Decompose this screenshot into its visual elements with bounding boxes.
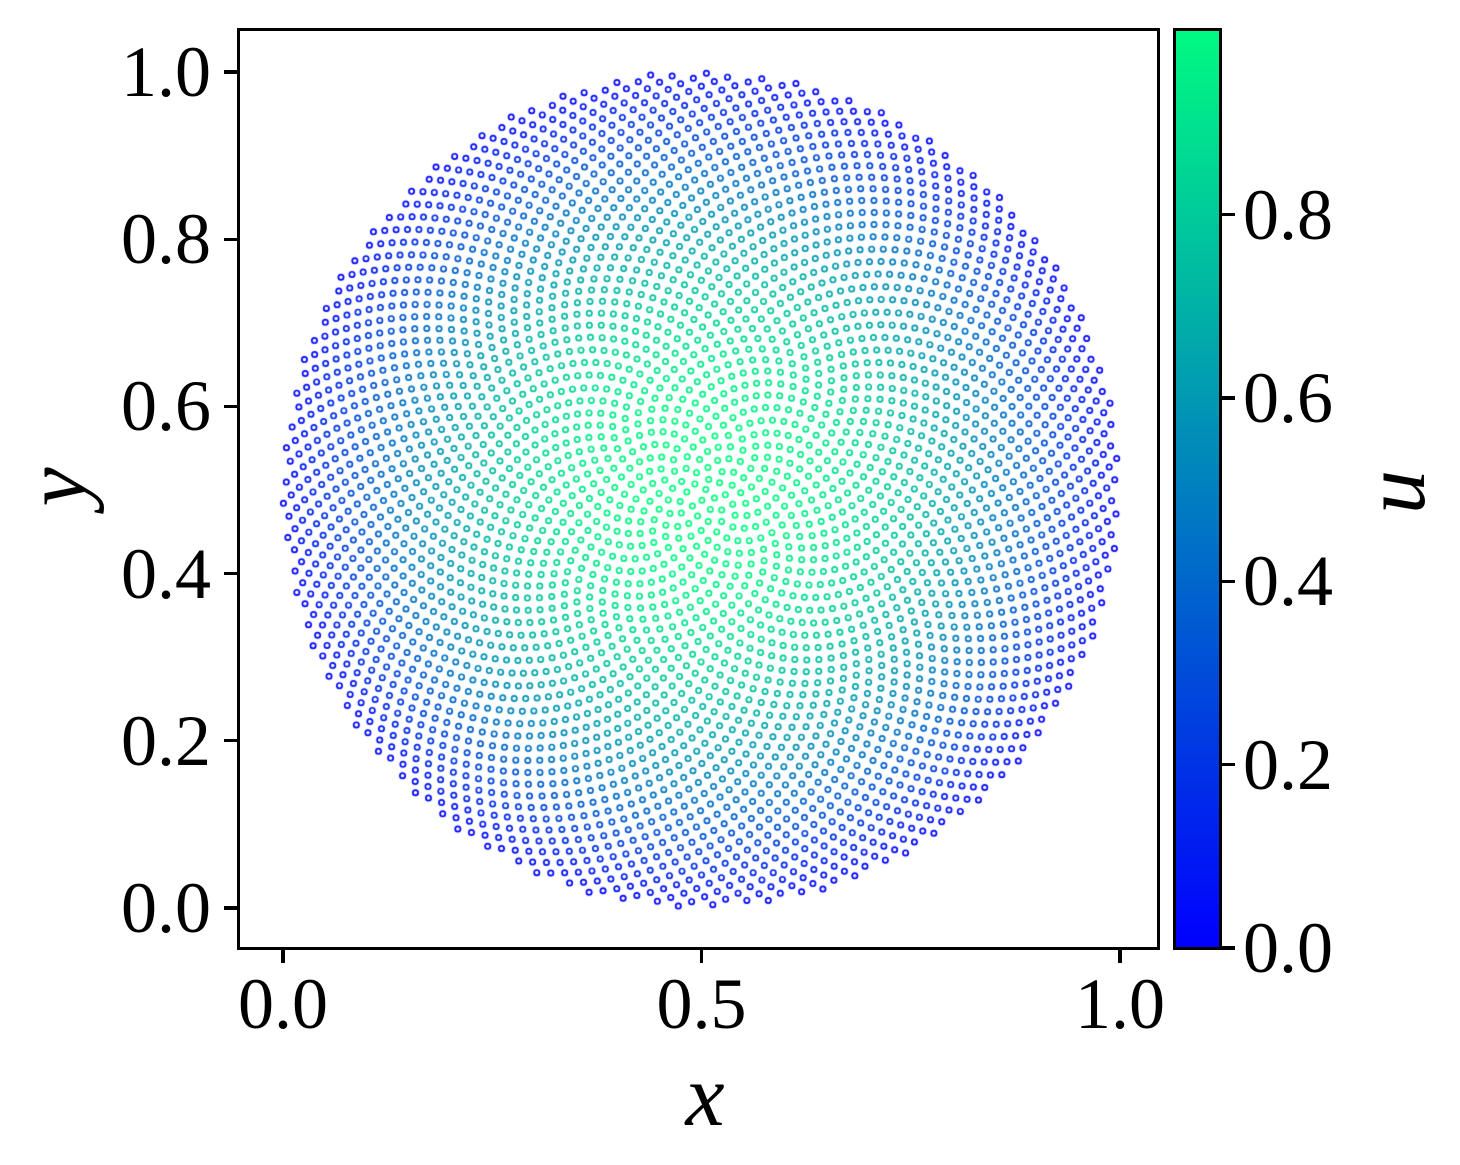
y-tick-label: 0.4 (121, 533, 211, 614)
plot-area (237, 28, 1160, 950)
y-tick-label: 1.0 (121, 32, 211, 112)
colorbar-tick-label: 0.2 (1243, 724, 1333, 805)
colorbar-tick-mark (1222, 396, 1235, 400)
colorbar-tick-label: 0.0 (1243, 908, 1333, 988)
colorbar-label: u (1347, 470, 1444, 514)
x-tick-label: 0.5 (656, 964, 747, 1044)
y-tick-mark (224, 571, 237, 576)
y-axis-label: y (8, 467, 105, 507)
y-tick-label: 0.0 (121, 868, 211, 948)
y-tick-label: 0.2 (121, 700, 211, 781)
colorbar-tick-mark (1222, 946, 1235, 950)
x-tick-label: 1.0 (1075, 964, 1165, 1044)
scatter-points-canvas (240, 31, 1156, 946)
y-tick-mark (224, 70, 237, 74)
y-tick-mark (224, 739, 237, 743)
y-tick-mark (224, 237, 237, 241)
x-tick-label: 0.0 (238, 964, 328, 1044)
x-tick-mark (1118, 950, 1122, 963)
colorbar-tick-label: 0.4 (1243, 541, 1333, 622)
colorbar-tick-label: 0.6 (1243, 358, 1333, 439)
colorbar-tick-mark (1222, 213, 1235, 217)
colorbar-tick-label: 0.8 (1243, 174, 1333, 255)
y-tick-label: 0.8 (121, 199, 211, 280)
y-tick-mark (224, 906, 237, 910)
x-tick-mark (699, 950, 704, 963)
colorbar-tick-mark (1222, 579, 1235, 584)
y-tick-label: 0.6 (121, 366, 211, 447)
colorbar-tick-mark (1222, 763, 1235, 767)
y-tick-mark (224, 404, 237, 409)
x-axis-label: x (685, 1048, 725, 1145)
colorbar (1173, 28, 1222, 950)
x-tick-mark (281, 950, 285, 963)
